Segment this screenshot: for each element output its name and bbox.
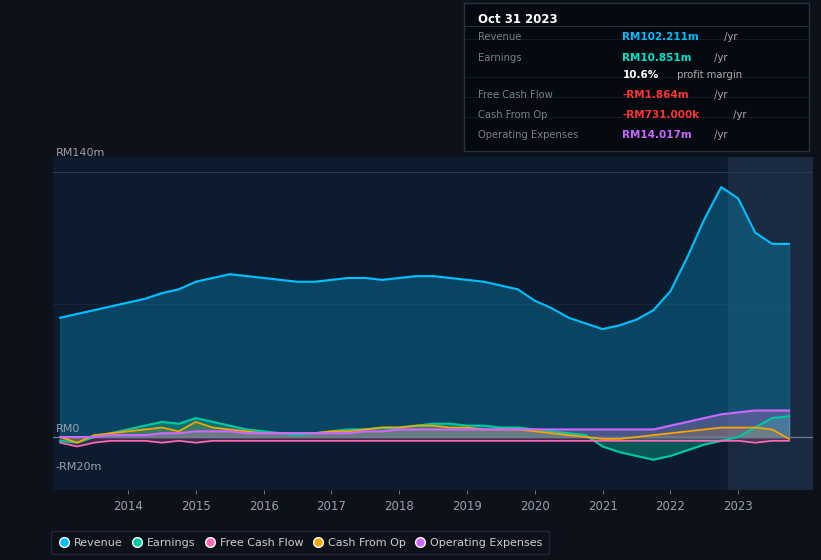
Text: Revenue: Revenue xyxy=(478,32,521,43)
Text: /yr: /yr xyxy=(712,53,728,63)
Text: RM14.017m: RM14.017m xyxy=(622,130,692,141)
Text: /yr: /yr xyxy=(712,130,728,141)
Legend: Revenue, Earnings, Free Cash Flow, Cash From Op, Operating Expenses: Revenue, Earnings, Free Cash Flow, Cash … xyxy=(52,531,549,554)
Text: /yr: /yr xyxy=(721,32,737,43)
Text: Oct 31 2023: Oct 31 2023 xyxy=(478,13,557,26)
Bar xyxy=(728,157,813,490)
Text: Earnings: Earnings xyxy=(478,53,521,63)
Text: Free Cash Flow: Free Cash Flow xyxy=(478,90,553,100)
Text: /yr: /yr xyxy=(712,90,728,100)
Text: profit margin: profit margin xyxy=(674,71,742,80)
Text: RM102.211m: RM102.211m xyxy=(622,32,699,43)
Text: /yr: /yr xyxy=(730,110,746,120)
Text: Operating Expenses: Operating Expenses xyxy=(478,130,578,141)
Text: -RM731.000k: -RM731.000k xyxy=(622,110,699,120)
Text: RM0: RM0 xyxy=(56,424,80,434)
Text: RM140m: RM140m xyxy=(56,148,105,158)
Text: Cash From Op: Cash From Op xyxy=(478,110,547,120)
Text: 10.6%: 10.6% xyxy=(622,71,658,80)
Text: -RM20m: -RM20m xyxy=(56,462,102,472)
Text: RM10.851m: RM10.851m xyxy=(622,53,692,63)
Text: -RM1.864m: -RM1.864m xyxy=(622,90,689,100)
